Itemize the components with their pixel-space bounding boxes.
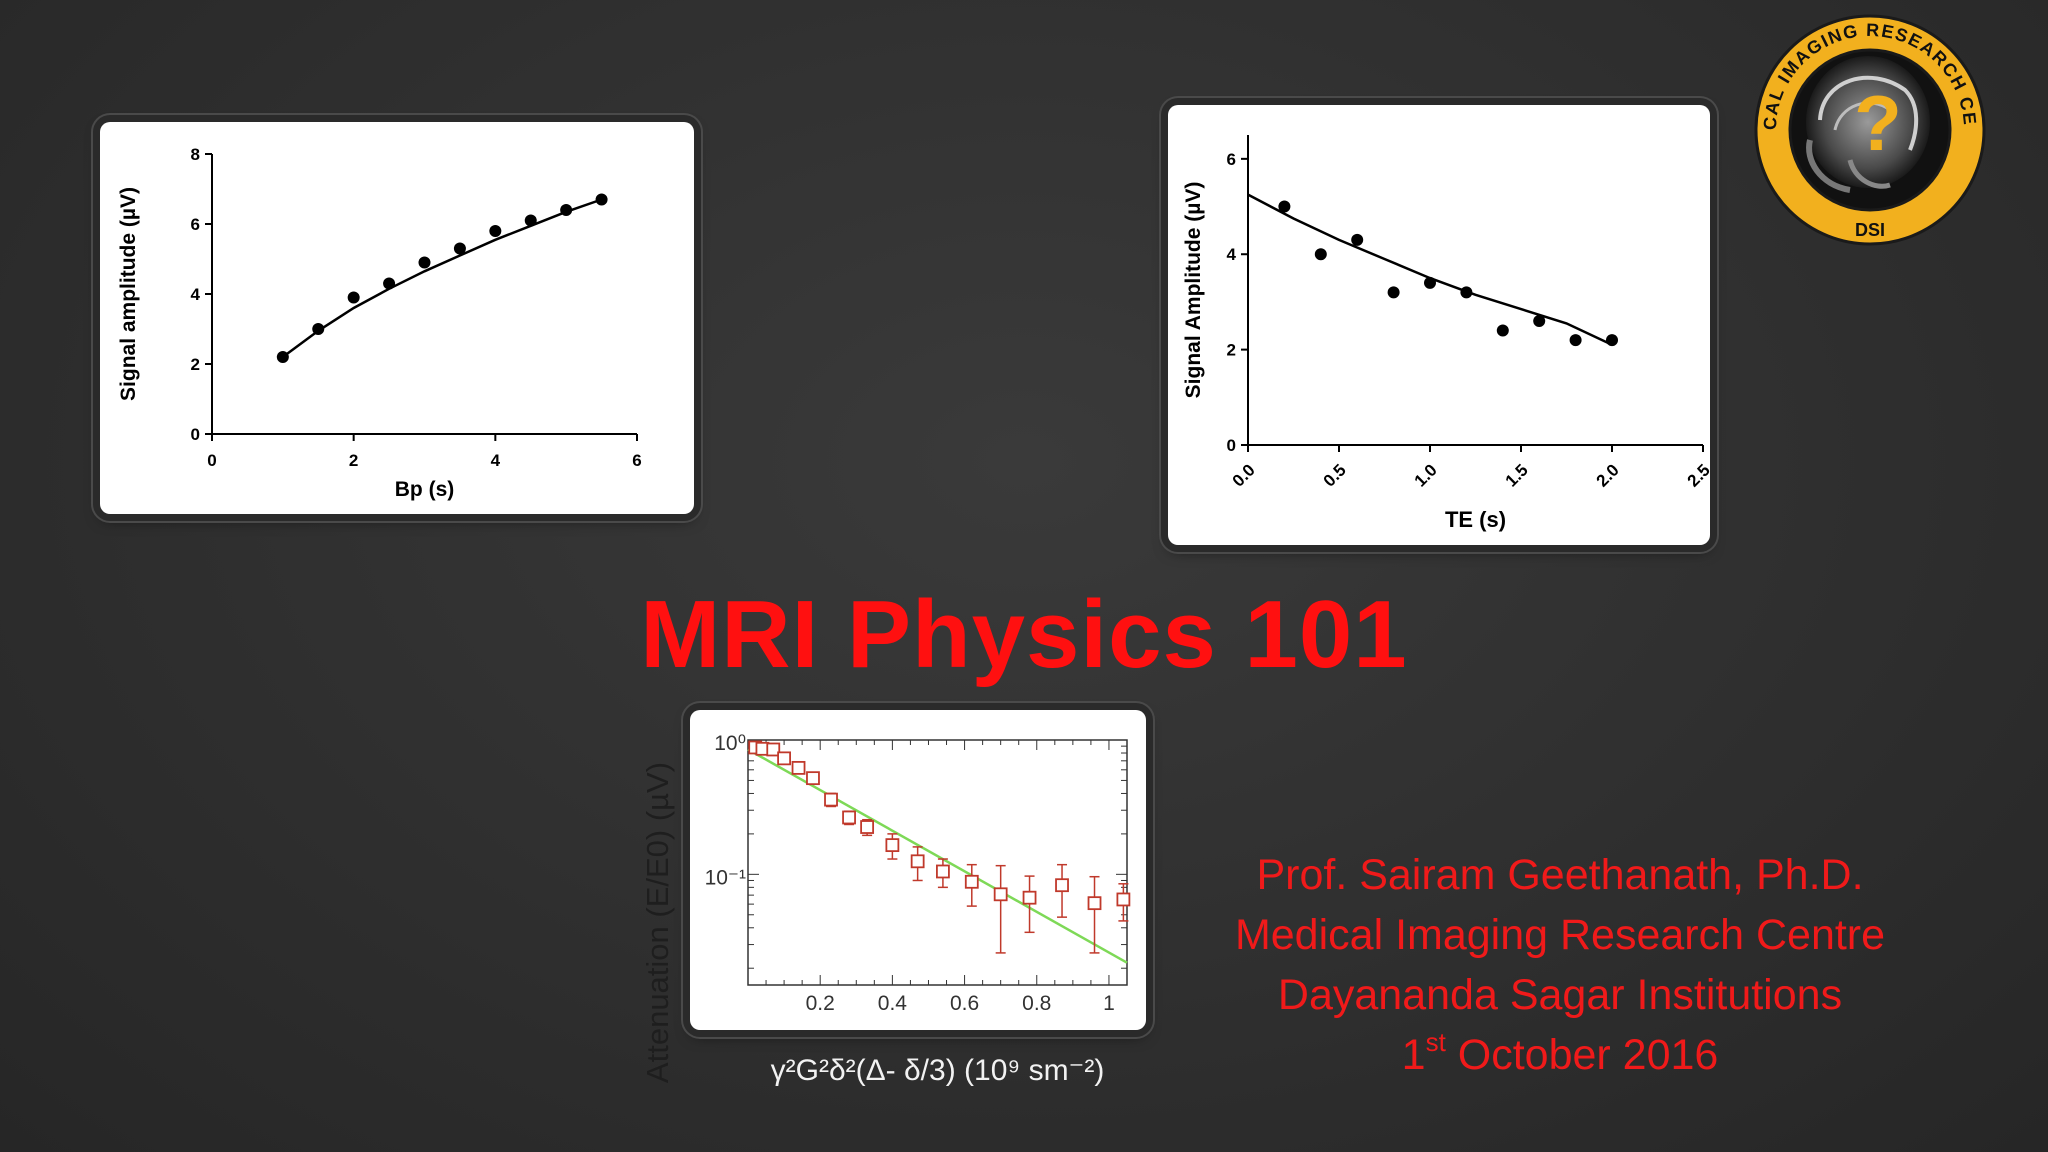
data-point — [453, 242, 466, 255]
data-point — [560, 204, 573, 216]
x-tick-label: 0.4 — [878, 992, 908, 1015]
data-point — [1314, 248, 1327, 261]
presentation-date: 1st October 2016 — [1401, 1027, 1719, 1079]
data-point — [777, 751, 791, 766]
y-tick-label: 2 — [191, 355, 200, 374]
data-point — [276, 351, 289, 363]
x-tick-label: 4 — [491, 451, 501, 470]
institution-name: Dayananda Sagar Institutions — [1277, 971, 1843, 1019]
data-point — [489, 225, 502, 237]
x-tick-label: 1.0 — [1411, 460, 1441, 490]
data-point — [993, 887, 1008, 902]
data-point — [964, 874, 979, 889]
x-tick-label: 0.8 — [1022, 992, 1051, 1015]
presenter-credits: Prof. Sairam Geethanath, Ph.D. Medical I… — [1180, 845, 1940, 1085]
data-point — [1087, 896, 1102, 911]
x-tick-label: 1 — [1103, 992, 1115, 1015]
data-point — [1460, 286, 1473, 299]
data-point — [1533, 315, 1546, 327]
bp-signal-chart: 0 2 4 6 0 2 4 6 8 Bp (s) Signal amplitude (µV) — [117, 145, 642, 501]
data-point — [1424, 276, 1436, 289]
data-point — [347, 291, 360, 304]
slide-title: MRI Physics 101 — [640, 581, 1408, 688]
data-point — [824, 792, 838, 807]
data-point — [312, 323, 325, 335]
y-tick-label: 2 — [1227, 341, 1236, 360]
x-tick-label: 2.0 — [1593, 460, 1623, 490]
data-point — [1278, 200, 1291, 213]
te-signal-chart: 0.0 0.5 1.0 1.5 2.0 2.5 0 2 4 6 TE (s) Signal Ampli… — [1182, 135, 1714, 532]
y-axis-label: Signal amplitude (µV) — [117, 187, 140, 401]
attenuation-chart: 0.2 0.4 0.6 0.8 1 10⁰ 10⁻¹ γ²G²δ²(Δ- δ/3) (10⁹ … — [640, 732, 1131, 1087]
data-point — [791, 760, 806, 775]
x-tick-label: 0 — [207, 451, 216, 470]
x-tick-label: 2.5 — [1684, 460, 1710, 490]
y-axis-label: Signal Amplitude (µV) — [1182, 182, 1205, 399]
bp-chart-panel: 0 2 4 6 0 2 4 6 8 Bp (s) Signal amplitude (µV) — [100, 122, 694, 514]
y-tick-label: 0 — [1227, 436, 1236, 455]
presenter-name: Prof. Sairam Geethanath, Ph.D. — [1256, 851, 1864, 899]
data-point — [1351, 233, 1364, 246]
data-point — [595, 193, 608, 206]
y-tick-label: 6 — [1227, 150, 1236, 169]
data-point — [1569, 334, 1582, 347]
mirc-logo: ? MEDICAL IMAGING RESEARCH CENTER DSI — [1750, 10, 1986, 246]
data-point — [936, 864, 950, 879]
x-tick-label: 0.6 — [950, 992, 979, 1015]
y-tick-label: 6 — [191, 215, 200, 234]
data-point — [418, 256, 431, 269]
data-point — [1496, 324, 1509, 337]
x-tick-label: 6 — [632, 451, 641, 470]
attenuation-chart-reflection — [690, 1055, 1146, 1125]
te-chart-panel: 0.0 0.5 1.0 1.5 2.0 2.5 0 2 4 6 TE (s) Signal Ampli… — [1168, 105, 1714, 545]
brain-mri-icon — [1806, 56, 1930, 193]
x-tick-label: 0.2 — [806, 992, 835, 1015]
data-point — [766, 742, 781, 757]
data-point — [885, 838, 900, 853]
data-point — [806, 771, 820, 786]
x-axis-label: Bp (s) — [395, 478, 455, 501]
data-point — [1116, 892, 1131, 907]
logo-question-mark: ? — [1854, 79, 1902, 167]
data-point — [910, 854, 925, 869]
data-point — [1022, 890, 1037, 905]
data-point — [383, 277, 396, 290]
y-axis-label: Attenuation (E/E0) (µV) — [640, 762, 675, 1083]
data-point — [524, 214, 537, 227]
x-axis-label: γ²G²δ²(Δ- δ/3) (10⁹ sm⁻²) — [771, 1054, 1105, 1087]
fit-curve — [1247, 193, 1613, 346]
y-tick-label: 10⁰ — [714, 732, 746, 755]
y-tick-label: 0 — [191, 425, 200, 444]
data-point — [1606, 334, 1618, 347]
centre-name: Medical Imaging Research Centre — [1234, 911, 1886, 959]
logo-dsi-text: DSI — [1855, 220, 1885, 240]
data-point — [860, 820, 875, 834]
y-tick-label: 4 — [1227, 245, 1237, 264]
x-tick-label: 2 — [349, 451, 358, 470]
y-tick-label: 10⁻¹ — [705, 866, 746, 889]
plot-frame — [747, 739, 1128, 986]
y-tick-label: 4 — [191, 285, 201, 304]
data-point — [1055, 878, 1069, 893]
x-tick-label: 0.0 — [1229, 460, 1259, 490]
x-tick-label: 0.5 — [1320, 460, 1350, 490]
fit-line — [747, 748, 1128, 964]
fit-curve — [282, 198, 603, 359]
data-point — [842, 810, 856, 825]
x-tick-label: 1.5 — [1502, 460, 1532, 490]
data-point — [1387, 286, 1400, 299]
x-axis-label: TE (s) — [1445, 507, 1506, 532]
y-tick-label: 8 — [191, 145, 200, 164]
